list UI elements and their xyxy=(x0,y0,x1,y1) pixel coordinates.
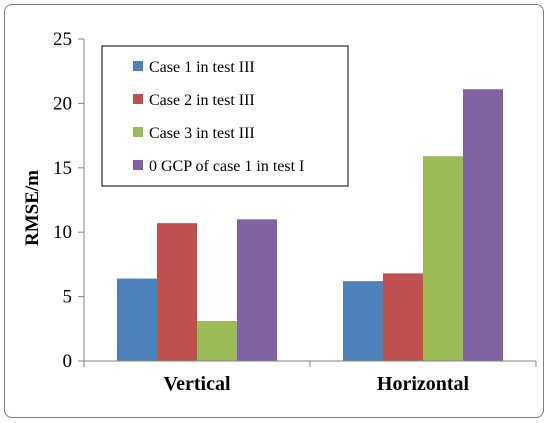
legend: Case 1 in test III Case 2 in test III Case… xyxy=(101,45,349,187)
legend-swatch xyxy=(133,94,143,104)
bar xyxy=(423,156,463,361)
legend-label: Case 1 in test III xyxy=(149,59,255,76)
legend-swatch xyxy=(133,61,143,71)
category-label: Vertical xyxy=(163,373,230,395)
bar xyxy=(463,89,503,362)
legend-label: Case 3 in test III xyxy=(149,125,255,142)
y-tick-label: 20 xyxy=(53,93,72,114)
y-tick-label: 10 xyxy=(53,222,72,243)
bar xyxy=(383,273,423,361)
bar xyxy=(237,219,277,361)
y-tick-label: 25 xyxy=(53,29,72,50)
y-axis-ticks: 0 5 10 15 20 25 xyxy=(53,29,84,372)
y-axis-label: RMSE/m xyxy=(22,170,43,246)
legend-label: Case 2 in test III xyxy=(149,92,255,109)
category-labels: Vertical Horizontal xyxy=(163,373,469,395)
y-tick-label: 5 xyxy=(63,287,73,308)
legend-label: 0 GCP of case 1 in test I xyxy=(149,158,304,175)
category-label: Horizontal xyxy=(377,373,470,395)
bar xyxy=(197,321,237,361)
bar xyxy=(343,281,383,361)
bar xyxy=(117,278,157,361)
legend-swatch xyxy=(133,160,143,170)
axes xyxy=(83,39,537,367)
y-tick-label: 15 xyxy=(53,158,72,179)
bars xyxy=(117,89,503,362)
legend-swatch xyxy=(133,127,143,137)
y-tick-label: 0 xyxy=(63,351,73,372)
bar xyxy=(157,223,197,361)
